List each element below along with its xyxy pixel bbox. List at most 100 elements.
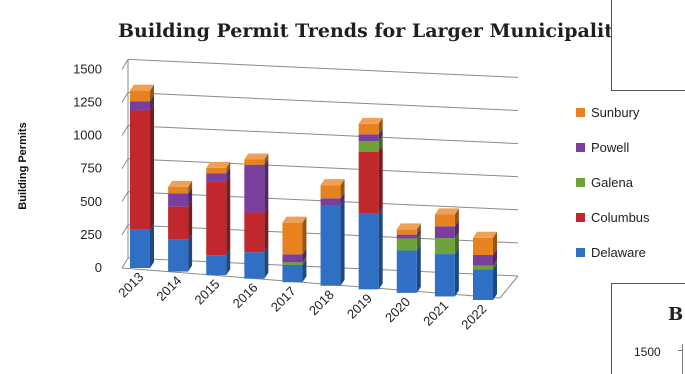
bar-segment — [168, 186, 189, 194]
bar-segment-side — [378, 117, 383, 135]
bar-segment-side — [416, 223, 421, 235]
bar-segment — [130, 90, 150, 102]
bar-segment-side — [302, 248, 307, 263]
bar-segment-side — [378, 207, 383, 290]
y-axis-title: Building Permits — [17, 122, 29, 210]
bar-segment-side — [150, 223, 154, 268]
bar-segment — [358, 141, 379, 152]
bar-segment-side — [226, 167, 231, 182]
bar-segment — [434, 254, 455, 297]
bar-segment-side — [493, 263, 497, 300]
bar-top — [320, 179, 345, 186]
y-tick-label: 500 — [80, 194, 102, 209]
bar-segment-side — [454, 208, 459, 227]
legend-label: Galena — [591, 174, 633, 190]
chart-title: Building Permit Trends for Larger Munici… — [118, 20, 644, 42]
overlapping-chart-y-axis — [682, 344, 683, 374]
bar-top — [358, 117, 383, 124]
bar-segment — [320, 198, 341, 206]
bar-segment — [244, 159, 265, 165]
bar-top — [244, 153, 269, 160]
bar-segment — [396, 234, 417, 239]
bar-segment-side — [226, 249, 231, 276]
bar-segment-side — [454, 232, 459, 255]
bar-segment-side — [416, 244, 421, 293]
bar-top — [473, 231, 497, 238]
bar-top — [168, 180, 193, 187]
bar-segment — [244, 252, 265, 279]
bar-segment — [168, 239, 189, 272]
bar-segment — [473, 237, 493, 255]
bar-segment-side — [378, 145, 383, 214]
bar-segment — [282, 254, 303, 263]
bar-segment — [396, 238, 417, 251]
legend-label: Sunbury — [591, 104, 640, 120]
bar-segment-side — [264, 206, 269, 253]
bar-segment — [282, 262, 303, 266]
x-tick-label: 2018 — [306, 287, 337, 318]
bar-segment-side — [493, 259, 497, 270]
bar-segment-side — [150, 104, 154, 230]
gridline-side — [121, 125, 129, 136]
bar-segment-side — [264, 246, 269, 279]
bar-segment — [206, 181, 227, 256]
legend-item: Sunbury — [576, 104, 639, 120]
x-tick-label: 2021 — [420, 298, 451, 329]
overlapping-chart-tick-mark — [678, 350, 683, 351]
bar-segment-side — [378, 135, 383, 152]
gridline-side — [121, 92, 129, 103]
gridline — [127, 58, 519, 78]
legend-item: Delaware — [576, 244, 646, 260]
bar-segment — [358, 151, 379, 214]
y-tick-label: 1250 — [73, 95, 102, 110]
bar-segment — [244, 164, 265, 213]
bar-segment-side — [340, 192, 345, 206]
bar-segment — [396, 229, 417, 235]
legend-swatch — [576, 212, 585, 222]
bar-segment — [206, 167, 227, 174]
bar-segment — [320, 205, 341, 286]
x-tick-label: 2013 — [115, 269, 146, 300]
legend-swatch — [576, 107, 585, 117]
bar-segment-side — [188, 180, 193, 194]
bar-segment-side — [302, 256, 307, 266]
bar-top — [282, 216, 307, 223]
bar-segment-side — [264, 158, 269, 213]
bar-segment-side — [150, 95, 154, 111]
gridline — [127, 92, 519, 111]
overlapping-chart-window-bottom[interactable]: B 1500 — [611, 283, 685, 374]
bar-top — [206, 161, 231, 168]
bar-segment-side — [188, 187, 193, 207]
bar-segment-side — [416, 228, 421, 239]
bar-segment-side — [302, 259, 307, 283]
bar-segment-side — [150, 84, 154, 102]
bar-segment — [473, 269, 493, 300]
bar-segment-side — [226, 161, 231, 174]
overlapping-chart-y-tick: 1500 — [634, 345, 661, 359]
bar-segment-side — [378, 128, 383, 142]
bar-top — [396, 223, 421, 230]
legend-swatch — [576, 142, 585, 152]
bar-segment-side — [493, 231, 497, 255]
bar-segment — [168, 206, 189, 240]
gridline-side — [121, 224, 129, 236]
x-tick-label: 2014 — [153, 273, 184, 304]
overlapping-chart-window-top[interactable] — [611, 0, 685, 91]
y-tick-label: 0 — [95, 260, 102, 275]
bar-segment-side — [454, 220, 459, 239]
bar-segment-side — [454, 248, 459, 297]
bar-segment — [320, 185, 341, 199]
x-tick-label: 2022 — [458, 301, 489, 332]
gridline-side — [121, 59, 129, 70]
bar-segment — [206, 173, 227, 182]
legend-swatch — [576, 247, 585, 257]
bar-segment — [434, 238, 455, 255]
bar-segment — [168, 193, 189, 207]
y-tick-label: 250 — [80, 227, 102, 242]
bar-segment — [358, 134, 379, 142]
legend-label: Columbus — [591, 209, 650, 225]
bar-segment — [130, 101, 150, 111]
x-tick-label: 2019 — [344, 291, 375, 322]
bar-segment — [396, 250, 417, 293]
